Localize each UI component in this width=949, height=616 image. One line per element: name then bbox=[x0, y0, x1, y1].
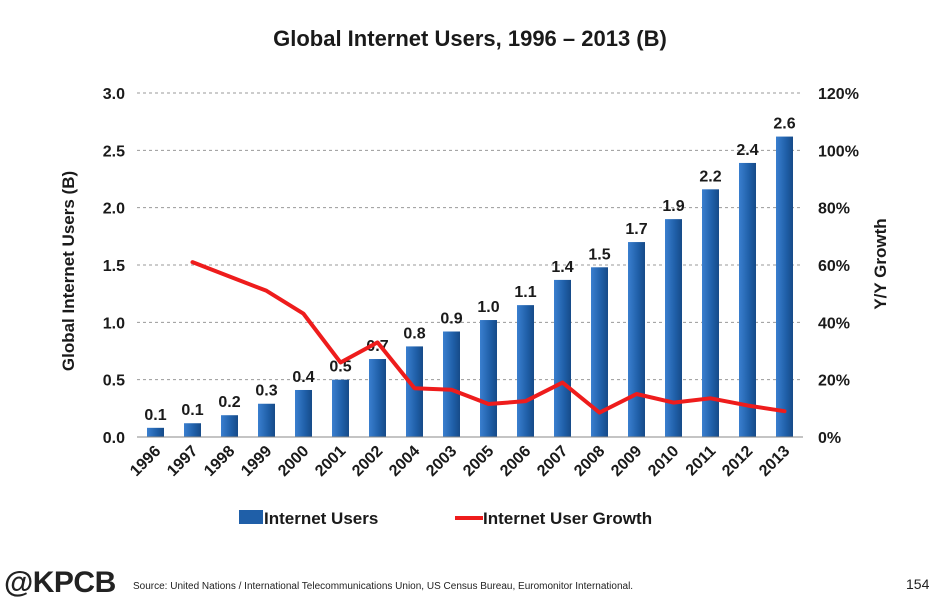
right-axis-ticks: 0% 20% 40% 60% 80% 100% 120% bbox=[818, 86, 859, 447]
y-tick-label: 0.0 bbox=[103, 430, 125, 447]
y2-tick-label: 120% bbox=[818, 86, 859, 103]
y-axis-label: Global Internet Users (B) bbox=[59, 171, 78, 371]
growth-line bbox=[190, 260, 787, 415]
bar-2009 bbox=[628, 242, 645, 437]
x-tick-label-2008: 2008 bbox=[571, 443, 608, 480]
legend-label-internet-user-growth: Internet User Growth bbox=[483, 509, 652, 528]
legend-label-internet-users: Internet Users bbox=[264, 509, 378, 528]
x-tick-label-2004: 2004 bbox=[386, 443, 423, 480]
bar-2004 bbox=[406, 346, 423, 437]
bar-2006 bbox=[517, 305, 534, 437]
bar-label-2012: 2.4 bbox=[736, 142, 758, 159]
bar-2013 bbox=[776, 136, 793, 437]
bar-label-1996: 0.1 bbox=[144, 407, 166, 424]
y-tick-label: 1.5 bbox=[103, 258, 125, 275]
x-tick-label-2011: 2011 bbox=[683, 443, 720, 480]
bar-label-2000: 0.4 bbox=[292, 369, 314, 386]
bar-label-2008: 1.5 bbox=[588, 246, 610, 263]
y-tick-label: 3.0 bbox=[103, 86, 125, 103]
gridlines bbox=[137, 92, 803, 381]
y2-tick-label: 80% bbox=[818, 201, 850, 218]
x-tick-label-2009: 2009 bbox=[608, 443, 645, 480]
bar-1996 bbox=[147, 427, 164, 437]
x-tick-label-1998: 1998 bbox=[201, 443, 238, 480]
kpcb-logo: @KPCB bbox=[4, 566, 116, 599]
y2-tick-label: 20% bbox=[818, 373, 850, 390]
y2-tick-label: 40% bbox=[818, 315, 850, 332]
page-number: 154 bbox=[906, 576, 930, 592]
y2-axis-label: Y/Y Growth bbox=[871, 218, 890, 309]
bar-label-2010: 1.9 bbox=[662, 198, 684, 215]
legend-swatch-internet-users bbox=[239, 510, 263, 524]
bar-label-2003: 0.9 bbox=[440, 311, 462, 328]
bar-label-2013: 2.6 bbox=[773, 116, 795, 133]
bar-2012 bbox=[739, 162, 756, 438]
chart-title: Global Internet Users, 1996 – 2013 (B) bbox=[273, 26, 667, 51]
y2-tick-label: 0% bbox=[818, 430, 841, 447]
bar-label-1998: 0.2 bbox=[218, 394, 240, 411]
footer: @KPCB Source: United Nations / Internati… bbox=[0, 560, 949, 610]
x-tick-label-2005: 2005 bbox=[460, 443, 497, 480]
bar-2008 bbox=[591, 267, 608, 437]
x-tick-label-1996: 1996 bbox=[127, 443, 164, 480]
x-axis-ticks: 1996 1997 1998 1999 2000 2001 2002 2004 2003 2005… bbox=[127, 443, 793, 480]
bar-2011 bbox=[702, 189, 719, 437]
bar-label-2005: 1.0 bbox=[477, 299, 499, 316]
bar-series bbox=[147, 136, 793, 438]
bar-label-1997: 0.1 bbox=[181, 402, 203, 419]
bar-2002 bbox=[369, 359, 386, 437]
x-tick-label-2000: 2000 bbox=[275, 443, 312, 480]
y2-tick-label: 60% bbox=[818, 258, 850, 275]
bar-2001 bbox=[332, 379, 349, 437]
bar-data-labels: 0.1 0.1 0.20.30.40.50.70.80.91.01.11.41.51… bbox=[144, 116, 795, 424]
x-tick-label-2012: 2012 bbox=[719, 443, 756, 480]
x-tick-label-1999: 1999 bbox=[238, 443, 275, 480]
x-tick-label-2010: 2010 bbox=[645, 443, 682, 480]
bar-2005 bbox=[480, 320, 497, 437]
x-tick-label-2013: 2013 bbox=[756, 443, 793, 480]
legend: Internet Users Internet User Growth bbox=[239, 509, 652, 528]
chart: Global Internet Users, 1996 – 2013 (B) 0… bbox=[59, 26, 890, 528]
bar-2000 bbox=[295, 389, 312, 437]
bar-label-2007: 1.4 bbox=[551, 259, 573, 276]
growth-line-series bbox=[190, 260, 787, 415]
bar-2007 bbox=[554, 279, 571, 437]
bar-1998 bbox=[221, 415, 238, 437]
bar-1999 bbox=[258, 403, 275, 437]
source-note: Source: United Nations / International T… bbox=[133, 581, 634, 592]
bar-label-2001: 0.5 bbox=[329, 359, 351, 376]
x-tick-label-2006: 2006 bbox=[497, 443, 534, 480]
x-tick-label-2001: 2001 bbox=[312, 443, 349, 480]
x-tick-label-2007: 2007 bbox=[534, 443, 571, 480]
bar-label-1999: 0.3 bbox=[255, 383, 277, 400]
bar-1997 bbox=[184, 423, 201, 437]
y-tick-label: 2.0 bbox=[103, 201, 125, 218]
bar-label-2006: 1.1 bbox=[514, 284, 536, 301]
left-axis-ticks: 0.0 0.5 1.0 1.5 2.0 2.5 3.0 bbox=[103, 86, 125, 447]
x-tick-label-2003: 2003 bbox=[423, 443, 460, 480]
y-tick-label: 1.0 bbox=[103, 315, 125, 332]
bar-2003 bbox=[443, 331, 460, 437]
bar-label-2011: 2.2 bbox=[699, 168, 721, 185]
bar-2010 bbox=[665, 219, 682, 437]
y-tick-label: 2.5 bbox=[103, 143, 125, 160]
bar-label-2004: 0.8 bbox=[403, 325, 425, 342]
x-tick-label-2002: 2002 bbox=[349, 443, 386, 480]
y-tick-label: 0.5 bbox=[103, 373, 125, 390]
x-tick-label-1997: 1997 bbox=[164, 443, 201, 480]
bar-label-2009: 1.7 bbox=[625, 221, 647, 238]
y2-tick-label: 100% bbox=[818, 143, 859, 160]
